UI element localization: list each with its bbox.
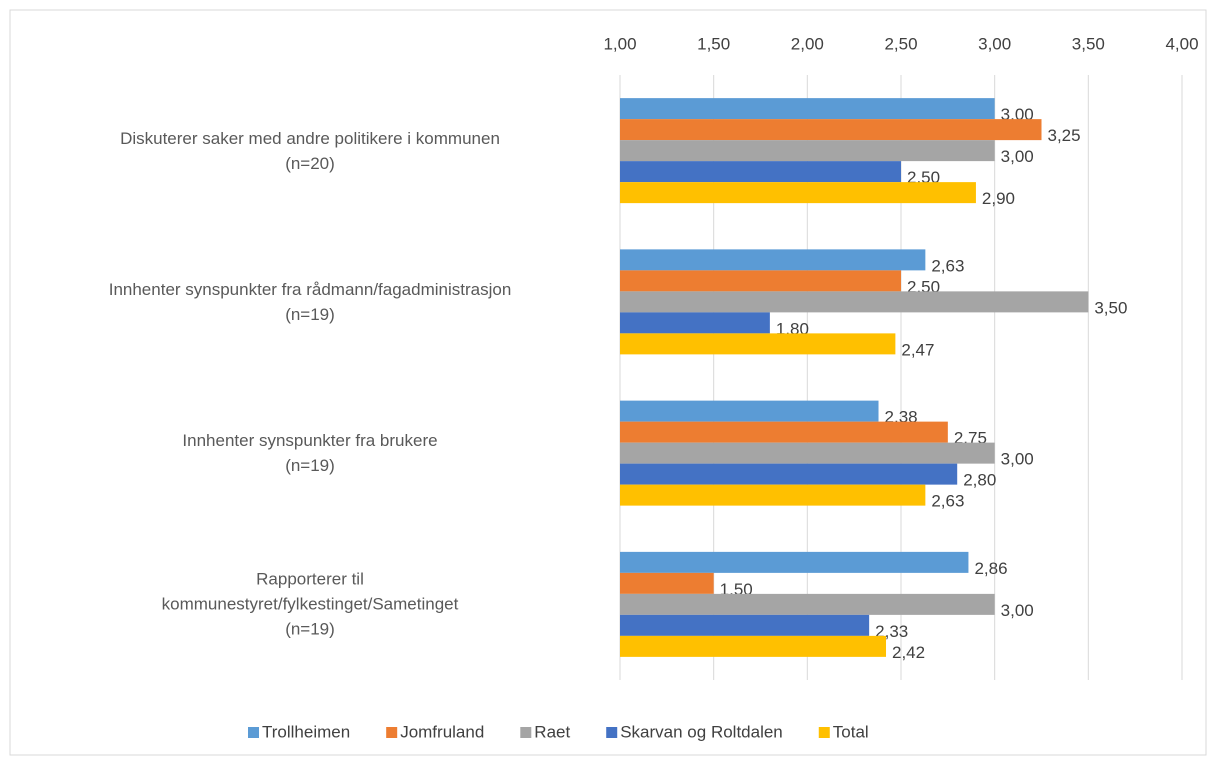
data-label: 3,50 bbox=[1094, 298, 1127, 317]
legend-swatch bbox=[520, 727, 532, 738]
bar bbox=[620, 421, 948, 443]
bar bbox=[620, 484, 926, 506]
chart-border bbox=[9, 9, 1207, 756]
bar bbox=[620, 161, 901, 183]
legend-label: Total bbox=[833, 722, 869, 741]
legend-label: Raet bbox=[534, 722, 570, 741]
bar bbox=[620, 291, 1089, 313]
x-tick-label: 2,50 bbox=[884, 34, 917, 53]
category-label: Innhenter synspunkter fra rådmann/fagadm… bbox=[108, 279, 512, 324]
bar bbox=[620, 463, 958, 485]
bar bbox=[620, 572, 714, 594]
legend-swatch bbox=[386, 727, 398, 738]
x-tick-label: 4,00 bbox=[1165, 34, 1198, 53]
data-label: 2,86 bbox=[974, 559, 1007, 578]
bar bbox=[620, 98, 995, 120]
bar bbox=[620, 249, 926, 271]
bar bbox=[620, 442, 995, 464]
data-label: 3,00 bbox=[1001, 147, 1034, 166]
data-label: 2,63 bbox=[931, 492, 964, 511]
bar bbox=[620, 270, 901, 292]
bar bbox=[620, 400, 879, 422]
x-tick-label: 2,00 bbox=[791, 34, 824, 53]
bar bbox=[620, 333, 896, 355]
legend-label: Skarvan og Roltdalen bbox=[620, 722, 783, 741]
bar bbox=[620, 140, 995, 162]
legend-label: Trollheimen bbox=[262, 722, 350, 741]
category-label: Diskuterer saker med andre politikere i … bbox=[120, 128, 500, 173]
x-tick-label: 3,00 bbox=[978, 34, 1011, 53]
legend-swatch bbox=[606, 727, 618, 738]
data-label: 3,00 bbox=[1001, 601, 1034, 620]
category-label: Innhenter synspunkter fra brukere (n=19) bbox=[182, 431, 438, 476]
bar bbox=[620, 182, 976, 204]
data-label: 2,90 bbox=[982, 189, 1015, 208]
bar bbox=[620, 593, 995, 615]
data-label: 3,25 bbox=[1048, 126, 1081, 145]
legend-swatch bbox=[248, 727, 259, 738]
x-tick-label: 1,50 bbox=[697, 34, 730, 53]
data-label: 2,80 bbox=[963, 471, 996, 490]
bar bbox=[620, 614, 870, 636]
legend-swatch bbox=[818, 727, 830, 738]
category-label: Rapporterer til kommunestyret/fylkesting… bbox=[161, 569, 459, 639]
data-label: 2,63 bbox=[931, 256, 964, 275]
bar bbox=[620, 119, 1042, 141]
data-label: 2,42 bbox=[892, 643, 925, 662]
bar bbox=[620, 551, 969, 573]
data-label: 2,47 bbox=[901, 340, 934, 359]
bar bbox=[620, 635, 887, 657]
data-label: 3,00 bbox=[1001, 450, 1034, 469]
bar bbox=[620, 312, 770, 334]
x-tick-label: 1,00 bbox=[603, 34, 636, 53]
legend-label: Jomfruland bbox=[400, 722, 484, 741]
x-tick-label: 3,50 bbox=[1072, 34, 1105, 53]
